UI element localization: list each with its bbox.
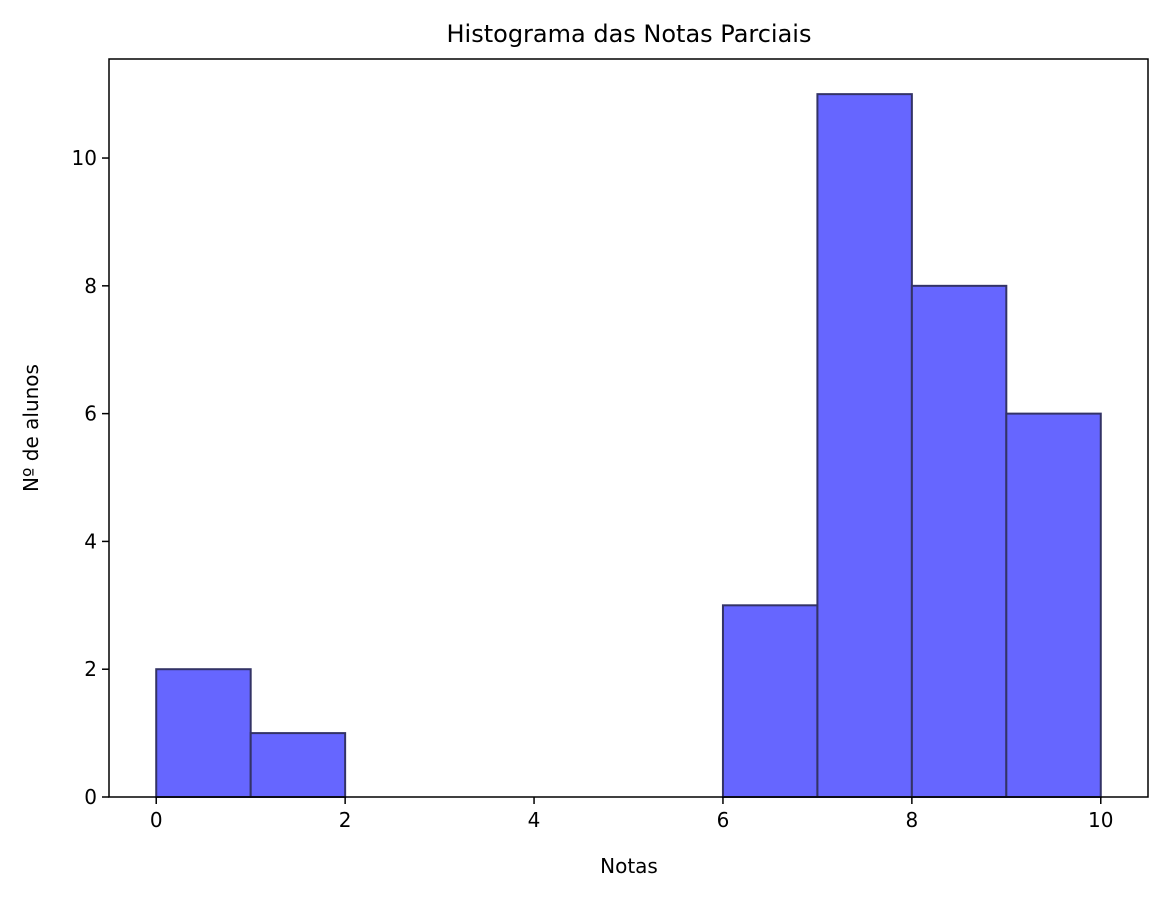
y-axis-label: Nº de alunos bbox=[19, 364, 43, 492]
plot-frame bbox=[108, 58, 1149, 798]
bar bbox=[1005, 412, 1102, 798]
y-tick-label: 8 bbox=[84, 274, 97, 298]
bar bbox=[910, 284, 1008, 798]
y-tick-label: 4 bbox=[84, 529, 97, 553]
x-tick-label: 6 bbox=[717, 808, 730, 832]
y-tick-label: 2 bbox=[84, 657, 97, 681]
x-tick-label: 2 bbox=[339, 808, 352, 832]
y-tick-label: 0 bbox=[84, 785, 97, 809]
bar bbox=[816, 93, 913, 798]
x-tick-label: 0 bbox=[150, 808, 163, 832]
bar bbox=[721, 604, 819, 799]
x-tick-label: 10 bbox=[1088, 808, 1113, 832]
x-tick-label: 4 bbox=[528, 808, 541, 832]
chart-title: Histograma das Notas Parciais bbox=[447, 20, 812, 48]
x-axis-label: Notas bbox=[600, 854, 658, 878]
bar bbox=[155, 668, 252, 798]
bar bbox=[249, 732, 347, 798]
x-tick-label: 8 bbox=[905, 808, 918, 832]
y-tick-label: 6 bbox=[84, 402, 97, 426]
y-tick-label: 10 bbox=[72, 146, 97, 170]
